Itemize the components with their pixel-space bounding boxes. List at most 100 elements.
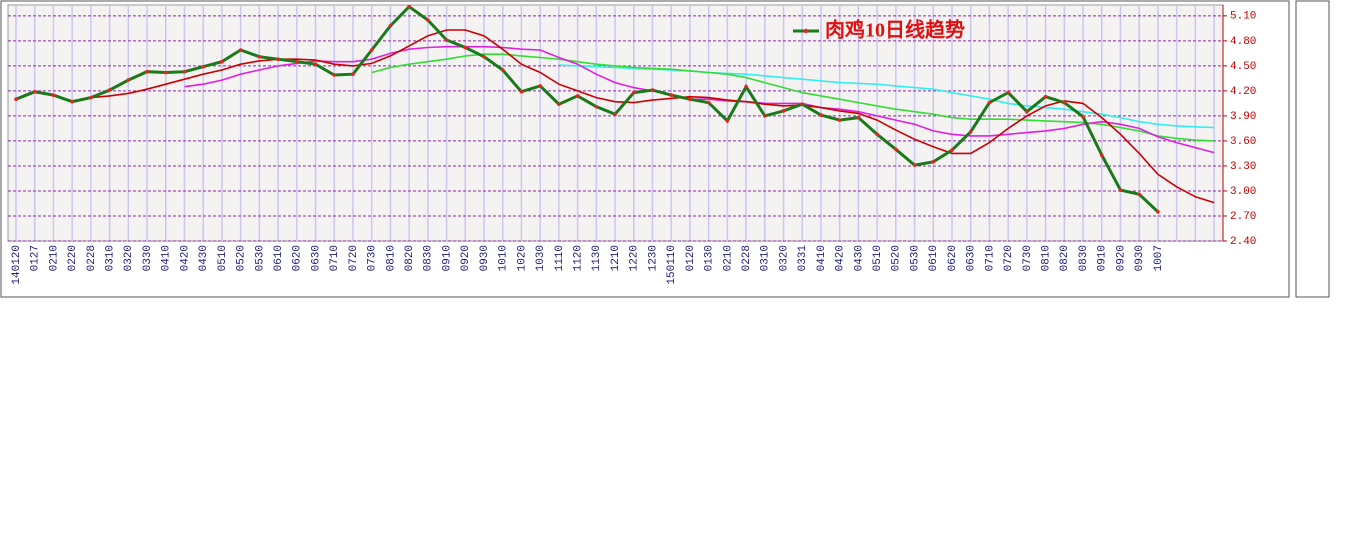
- point-marker: [426, 18, 430, 22]
- side-frame: [1295, 0, 1330, 298]
- x-tick-label: 1010: [498, 245, 510, 271]
- x-tick-label: 0720: [1003, 245, 1015, 271]
- x-tick-label: 0530: [254, 245, 266, 271]
- x-tick-label: 0830: [1078, 245, 1090, 271]
- point-marker: [500, 68, 505, 72]
- point-marker: [706, 100, 711, 105]
- y-tick-label: 4.80: [1230, 36, 1256, 48]
- point-marker: [519, 89, 524, 94]
- point-marker: [669, 93, 673, 97]
- point-marker: [407, 4, 411, 9]
- x-tick-label: 1120: [573, 245, 585, 271]
- point-marker: [1043, 94, 1048, 99]
- point-marker: [594, 104, 599, 109]
- point-marker: [725, 119, 730, 123]
- point-marker: [14, 97, 18, 102]
- x-tick-label: 0228: [741, 245, 753, 271]
- point-marker: [688, 97, 692, 102]
- point-marker: [1025, 109, 1029, 114]
- x-tick-label: 0730: [367, 245, 379, 271]
- x-tick-label: 0330: [142, 245, 154, 271]
- x-tick-label: 1020: [516, 245, 528, 271]
- point-marker: [463, 45, 468, 50]
- point-marker: [201, 64, 205, 69]
- legend-label: 肉鸡10日线趋势: [825, 18, 965, 42]
- point-marker: [89, 95, 93, 100]
- point-marker: [107, 88, 112, 92]
- x-tick-label: 0910: [441, 245, 453, 271]
- x-tick-label: 0520: [891, 245, 903, 271]
- x-tick-label: 0630: [966, 245, 978, 271]
- point-marker: [837, 118, 842, 122]
- x-tick-label: 1130: [591, 245, 603, 271]
- x-tick-label: 0430: [853, 245, 865, 271]
- x-tick-label: 0220: [67, 245, 79, 271]
- point-marker: [1062, 100, 1067, 105]
- y-tick-label: 3.00: [1230, 186, 1256, 198]
- point-marker: [800, 102, 805, 107]
- point-marker: [557, 102, 561, 107]
- point-marker: [32, 89, 37, 94]
- point-marker: [781, 109, 786, 113]
- x-tick-label: 0410: [161, 245, 173, 271]
- point-marker: [220, 59, 224, 64]
- x-tick-label: 0620: [947, 245, 959, 271]
- x-tick-label: 1220: [629, 245, 641, 271]
- x-tick-label: 0420: [179, 245, 191, 271]
- series-line: [184, 45, 1215, 154]
- point-marker: [182, 69, 187, 74]
- point-marker: [51, 93, 56, 97]
- series-line: [371, 53, 1215, 142]
- x-tick-label: 0120: [685, 245, 697, 271]
- x-tick-label: 0710: [329, 245, 341, 271]
- x-tick-label: 0920: [1115, 245, 1127, 271]
- point-marker: [1137, 192, 1141, 197]
- point-marker: [819, 113, 823, 117]
- x-tick-label: 0820: [1059, 245, 1071, 271]
- point-marker: [744, 84, 748, 89]
- y-tick-label: 4.50: [1230, 61, 1256, 73]
- x-tick-label: 0510: [217, 245, 229, 271]
- point-marker: [70, 99, 74, 104]
- x-tick-label: 0820: [404, 245, 416, 271]
- x-tick-label: 150110: [666, 245, 678, 285]
- point-marker: [1156, 210, 1160, 214]
- x-tick-label: 0610: [928, 245, 940, 271]
- point-marker: [613, 112, 617, 117]
- point-marker: [763, 114, 767, 118]
- x-tick-label: 0610: [273, 245, 285, 271]
- point-marker: [482, 54, 486, 59]
- legend-marker: [803, 28, 809, 34]
- point-marker: [931, 159, 936, 164]
- x-tick-label: 0810: [1041, 245, 1053, 271]
- y-tick-label: 3.30: [1230, 161, 1256, 173]
- point-marker: [1081, 114, 1085, 119]
- point-marker: [650, 88, 655, 92]
- x-tick-label: 0720: [348, 245, 360, 271]
- x-tick-label: 0830: [423, 245, 435, 271]
- point-marker: [257, 54, 262, 59]
- point-marker: [163, 70, 168, 75]
- x-tick-label: 0920: [460, 245, 472, 271]
- x-tick-label: 0210: [48, 245, 60, 271]
- x-tick-label: 0810: [385, 245, 397, 271]
- point-marker: [856, 115, 861, 120]
- point-marker: [238, 48, 243, 52]
- point-marker: [295, 59, 299, 64]
- point-marker: [1099, 153, 1104, 157]
- x-tick-label: 0910: [1097, 245, 1109, 271]
- point-marker: [332, 73, 337, 77]
- point-marker: [538, 84, 542, 88]
- x-tick-label: 1230: [647, 245, 659, 271]
- point-marker: [388, 24, 393, 28]
- x-tick-label: 0130: [704, 245, 716, 271]
- point-marker: [1118, 188, 1123, 192]
- point-marker: [126, 78, 131, 82]
- series-line: [15, 29, 1215, 204]
- x-tick-label: 0930: [1134, 245, 1146, 271]
- x-tick-label: 0127: [30, 245, 42, 271]
- x-tick-label: 0320: [778, 245, 790, 271]
- point-marker: [894, 147, 898, 152]
- x-tick-label: 0710: [984, 245, 996, 271]
